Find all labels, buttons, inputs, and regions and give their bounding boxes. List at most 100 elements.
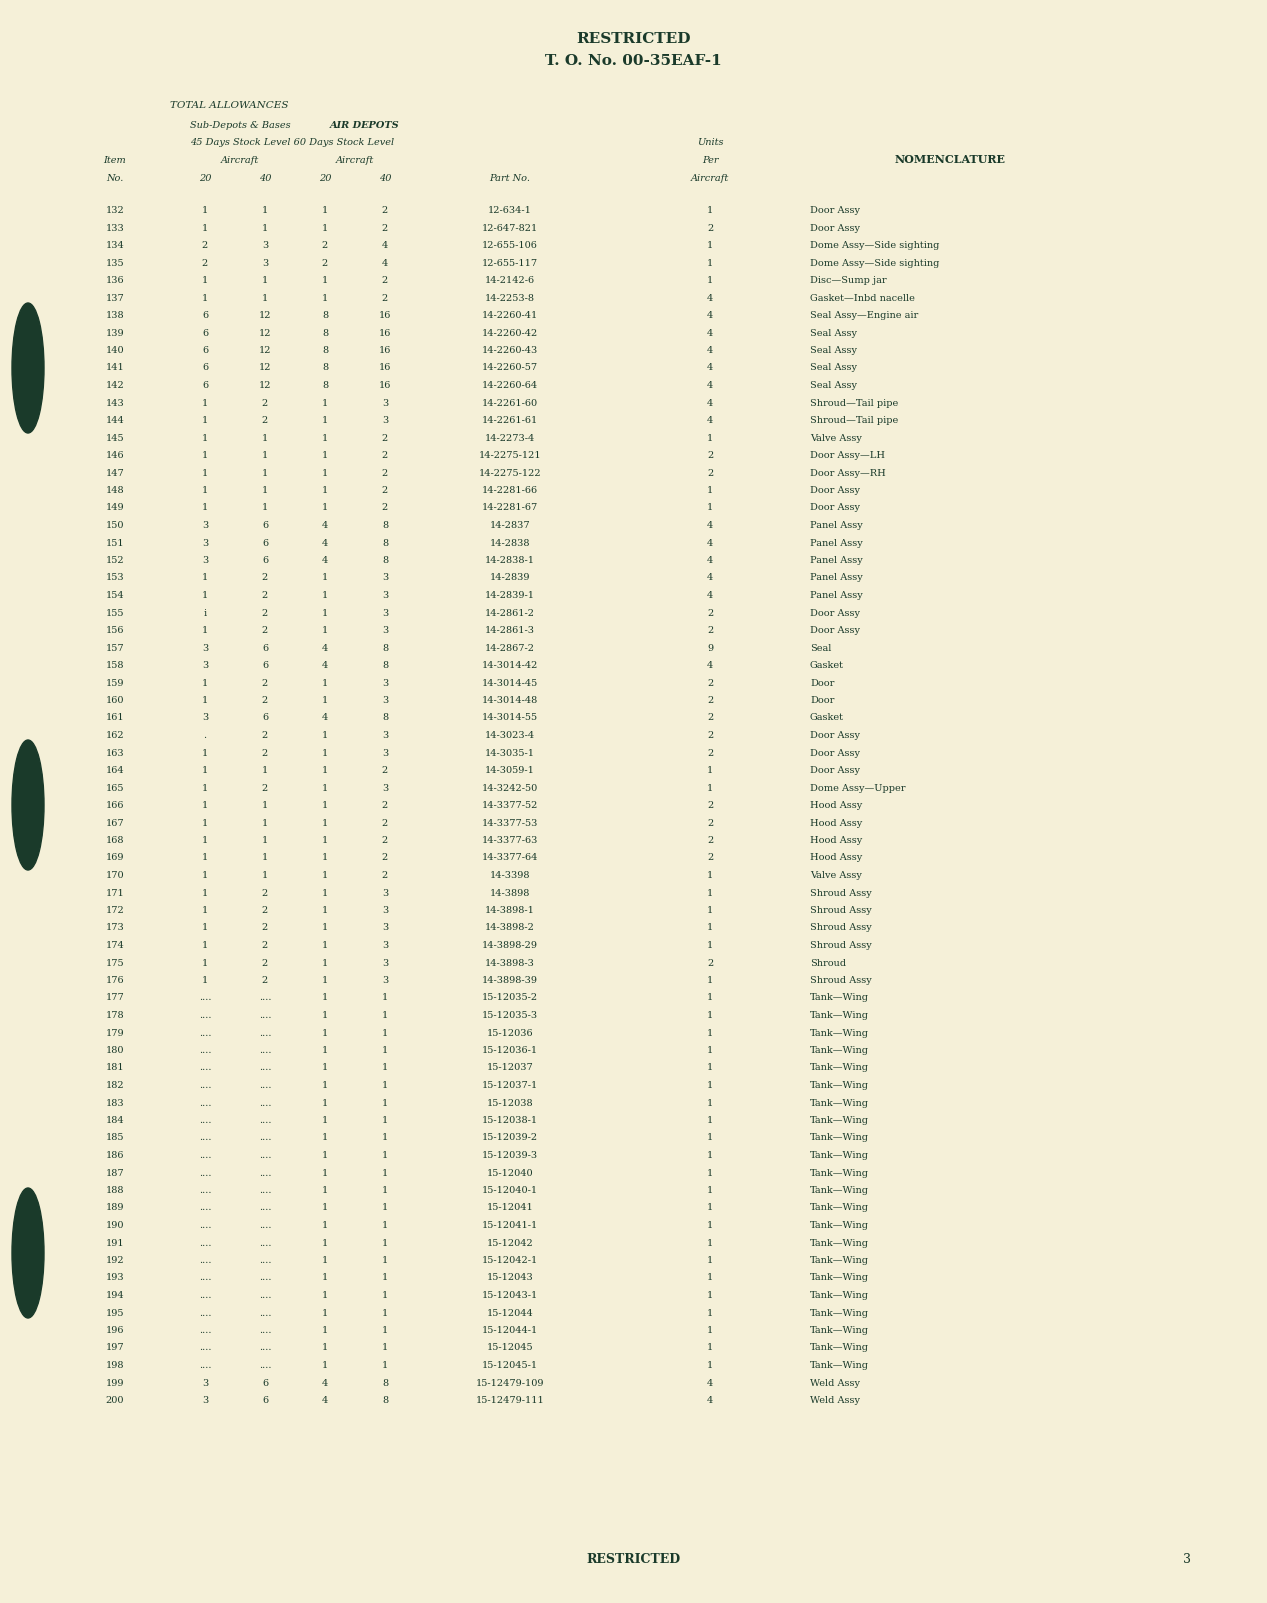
Text: 1: 1 — [381, 1151, 388, 1161]
Text: 3: 3 — [262, 240, 269, 250]
Text: 1: 1 — [201, 468, 208, 478]
Text: 188: 188 — [105, 1186, 124, 1194]
Text: 1: 1 — [322, 450, 328, 460]
Text: Tank—Wing: Tank—Wing — [810, 1011, 869, 1020]
Text: 12: 12 — [258, 382, 271, 390]
Text: 191: 191 — [105, 1239, 124, 1247]
Text: 4: 4 — [322, 1396, 328, 1404]
Text: 2: 2 — [707, 853, 713, 862]
Text: 2: 2 — [262, 574, 269, 582]
Text: 1: 1 — [322, 609, 328, 617]
Text: 4: 4 — [707, 1379, 713, 1388]
Text: 178: 178 — [105, 1011, 124, 1020]
Text: 1: 1 — [322, 574, 328, 582]
Text: 2: 2 — [381, 503, 388, 513]
Text: 1: 1 — [707, 1098, 713, 1108]
Text: 6: 6 — [262, 521, 269, 531]
Text: Dome Assy—Upper: Dome Assy—Upper — [810, 784, 906, 792]
Text: 2: 2 — [707, 223, 713, 232]
Text: 16: 16 — [379, 346, 392, 354]
Text: 1: 1 — [322, 1361, 328, 1371]
Text: 1: 1 — [381, 1290, 388, 1300]
Text: 1: 1 — [322, 819, 328, 827]
Text: 2: 2 — [262, 906, 269, 915]
Text: ....: .... — [199, 1239, 212, 1247]
Text: 1: 1 — [381, 1169, 388, 1178]
Text: 1: 1 — [201, 766, 208, 774]
Text: 15-12036: 15-12036 — [487, 1029, 533, 1037]
Text: Tank—Wing: Tank—Wing — [810, 994, 869, 1002]
Text: Door Assy: Door Assy — [810, 609, 860, 617]
Text: 2: 2 — [381, 450, 388, 460]
Text: 1: 1 — [322, 399, 328, 407]
Text: ....: .... — [199, 994, 212, 1002]
Text: ....: .... — [199, 1186, 212, 1194]
Text: 1: 1 — [707, 1204, 713, 1212]
Text: 3: 3 — [201, 556, 208, 564]
Text: 4: 4 — [707, 293, 713, 303]
Text: 141: 141 — [105, 364, 124, 372]
Text: 1: 1 — [707, 1029, 713, 1037]
Text: 40: 40 — [258, 175, 271, 183]
Text: ....: .... — [258, 1169, 271, 1178]
Text: Tank—Wing: Tank—Wing — [810, 1257, 869, 1265]
Text: 139: 139 — [105, 329, 124, 338]
Text: 1: 1 — [201, 503, 208, 513]
Text: ....: .... — [258, 1151, 271, 1161]
Text: 4: 4 — [707, 539, 713, 548]
Text: 194: 194 — [105, 1290, 124, 1300]
Text: 1: 1 — [707, 906, 713, 915]
Text: Shroud Assy: Shroud Assy — [810, 888, 872, 898]
Text: 143: 143 — [105, 399, 124, 407]
Ellipse shape — [11, 1188, 44, 1318]
Text: ....: .... — [199, 1204, 212, 1212]
Text: 1: 1 — [201, 888, 208, 898]
Text: 1: 1 — [381, 1221, 388, 1230]
Text: 2: 2 — [201, 258, 208, 268]
Text: Per: Per — [702, 155, 718, 165]
Text: 3: 3 — [201, 660, 208, 670]
Text: 1: 1 — [707, 888, 713, 898]
Text: 2: 2 — [262, 592, 269, 600]
Text: 3: 3 — [381, 678, 388, 688]
Text: 2: 2 — [707, 450, 713, 460]
Text: Weld Assy: Weld Assy — [810, 1396, 860, 1404]
Text: 1: 1 — [381, 1361, 388, 1371]
Text: 3: 3 — [381, 784, 388, 792]
Text: 14-3014-48: 14-3014-48 — [481, 696, 538, 705]
Text: 2: 2 — [262, 959, 269, 968]
Text: ....: .... — [199, 1221, 212, 1230]
Text: 15-12035-3: 15-12035-3 — [481, 1011, 538, 1020]
Text: 2: 2 — [262, 784, 269, 792]
Text: 134: 134 — [105, 240, 124, 250]
Text: 15-12043: 15-12043 — [487, 1273, 533, 1282]
Text: 14-2837: 14-2837 — [489, 521, 531, 531]
Text: 14-3898-29: 14-3898-29 — [481, 941, 538, 951]
Text: 2: 2 — [707, 731, 713, 741]
Text: 3: 3 — [381, 627, 388, 635]
Text: Valve Assy: Valve Assy — [810, 870, 862, 880]
Text: 14-3377-64: 14-3377-64 — [481, 853, 538, 862]
Text: 1: 1 — [322, 592, 328, 600]
Text: 15-12042-1: 15-12042-1 — [481, 1257, 538, 1265]
Text: 14-2142-6: 14-2142-6 — [485, 276, 535, 285]
Text: 1: 1 — [707, 923, 713, 933]
Text: 6: 6 — [262, 1396, 269, 1404]
Text: 4: 4 — [322, 521, 328, 531]
Text: Part No.: Part No. — [489, 175, 531, 183]
Text: 6: 6 — [262, 660, 269, 670]
Text: 1: 1 — [381, 1098, 388, 1108]
Text: 1: 1 — [322, 417, 328, 425]
Text: 1: 1 — [201, 627, 208, 635]
Text: 1: 1 — [707, 1239, 713, 1247]
Text: Shroud Assy: Shroud Assy — [810, 941, 872, 951]
Text: 3: 3 — [262, 258, 269, 268]
Text: 6: 6 — [201, 346, 208, 354]
Text: 156: 156 — [105, 627, 124, 635]
Text: 1: 1 — [322, 207, 328, 215]
Text: 2: 2 — [381, 870, 388, 880]
Text: 14-3377-52: 14-3377-52 — [481, 802, 538, 810]
Text: 16: 16 — [379, 364, 392, 372]
Text: 1: 1 — [707, 766, 713, 774]
Text: 2: 2 — [262, 627, 269, 635]
